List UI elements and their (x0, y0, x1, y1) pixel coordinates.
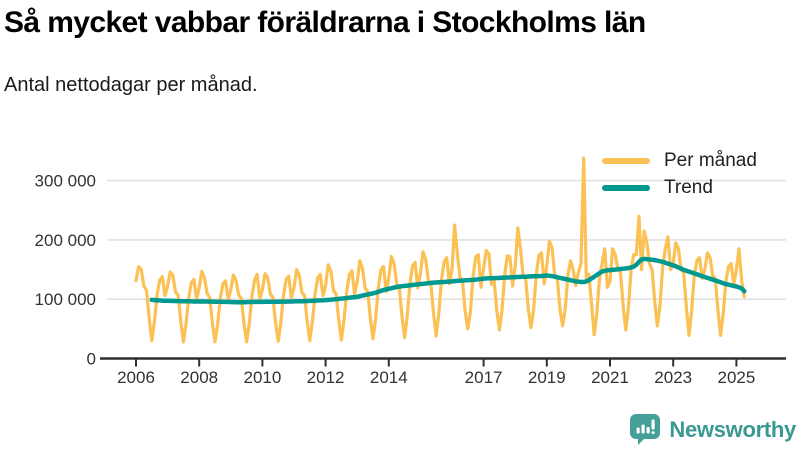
series-line-trend (149, 256, 747, 305)
chart-legend: Per månad Trend (602, 147, 757, 201)
x-tick-label: 2012 (307, 368, 345, 387)
chart-subtitle: Antal nettodagar per månad. (4, 74, 258, 96)
x-tick-label: 2010 (243, 368, 281, 387)
newsworthy-logo: Newsworthy (628, 413, 796, 446)
newsworthy-wordmark: Newsworthy (669, 416, 796, 442)
x-tick-label: 2014 (370, 368, 408, 387)
legend-label-per-manad: Per månad (664, 149, 757, 171)
y-tick-label: 100 000 (35, 290, 96, 309)
x-tick-label: 2021 (591, 368, 629, 387)
x-tick-label: 2017 (465, 368, 503, 387)
legend-item-trend: Trend (602, 174, 757, 201)
x-tick-label: 2006 (117, 368, 155, 387)
y-axis-tick-labels: 0 100 000 200 000 300 000 (35, 172, 96, 369)
y-tick-label: 300 000 (35, 172, 96, 191)
x-tick-label: 2008 (180, 368, 218, 387)
bar-chart-speech-bubble-icon (630, 414, 661, 445)
x-tick-label: 2023 (654, 368, 692, 387)
legend-item-per-manad: Per månad (602, 147, 757, 174)
legend-swatch-per-manad (602, 157, 650, 164)
x-axis-ticks (135, 359, 738, 367)
page-title: Så mycket vabbar föräldrarna i Stockholm… (4, 6, 646, 39)
y-tick-label: 200 000 (35, 231, 96, 250)
legend-swatch-trend (602, 184, 650, 191)
legend-label-trend: Trend (664, 176, 713, 198)
y-tick-label: 0 (87, 350, 96, 369)
x-tick-label: 2019 (528, 368, 566, 387)
x-tick-label: 2025 (717, 368, 755, 387)
x-axis-tick-labels: 2006 2008 2010 2012 2014 2017 2019 2021 2023 2025 (117, 368, 755, 387)
series-line-per-manad (134, 156, 746, 344)
